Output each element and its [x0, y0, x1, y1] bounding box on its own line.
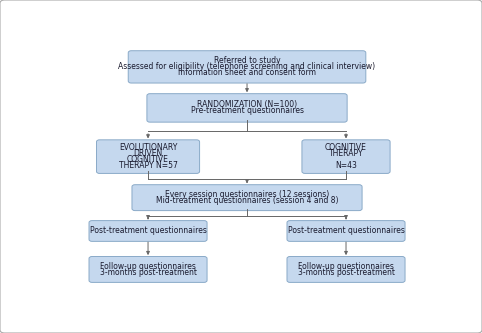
Text: EVOLUTIONARY: EVOLUTIONARY	[119, 143, 177, 152]
Text: Information sheet and consent form: Information sheet and consent form	[178, 68, 316, 77]
Text: Post-treatment questionnaires: Post-treatment questionnaires	[288, 226, 404, 235]
Text: Referred to study: Referred to study	[214, 57, 281, 66]
FancyBboxPatch shape	[302, 140, 390, 173]
Text: Follow-up questionnaires: Follow-up questionnaires	[298, 262, 394, 271]
FancyBboxPatch shape	[89, 256, 207, 282]
FancyBboxPatch shape	[287, 220, 405, 241]
Text: THERAPY N=57: THERAPY N=57	[119, 161, 177, 170]
Text: 3-months post-treatment: 3-months post-treatment	[100, 268, 197, 277]
Text: Mid-treatment questionnaires (session 4 and 8): Mid-treatment questionnaires (session 4 …	[156, 196, 338, 205]
Text: COGNITIVE: COGNITIVE	[325, 143, 367, 152]
Text: Every session questionnaires (12 sessions): Every session questionnaires (12 session…	[165, 190, 329, 199]
FancyBboxPatch shape	[132, 185, 362, 210]
Text: 3-months post-treatment: 3-months post-treatment	[297, 268, 394, 277]
Text: RANDOMIZATION (N=100): RANDOMIZATION (N=100)	[197, 101, 297, 110]
Text: DRIVEN: DRIVEN	[134, 149, 162, 158]
Text: Assessed for eligibility (telephone screening and clinical interview): Assessed for eligibility (telephone scre…	[119, 62, 375, 71]
Text: N=43: N=43	[335, 161, 357, 170]
FancyBboxPatch shape	[287, 256, 405, 282]
FancyBboxPatch shape	[128, 51, 366, 83]
FancyBboxPatch shape	[89, 220, 207, 241]
FancyBboxPatch shape	[147, 94, 347, 122]
FancyBboxPatch shape	[96, 140, 200, 173]
Text: COGNITIVE: COGNITIVE	[127, 155, 169, 164]
Text: Pre-treatment questionnaires: Pre-treatment questionnaires	[190, 106, 304, 115]
Text: Post-treatment questionnaires: Post-treatment questionnaires	[90, 226, 206, 235]
Text: THERAPY: THERAPY	[329, 149, 363, 158]
Text: Follow-up questionnaires: Follow-up questionnaires	[100, 262, 196, 271]
